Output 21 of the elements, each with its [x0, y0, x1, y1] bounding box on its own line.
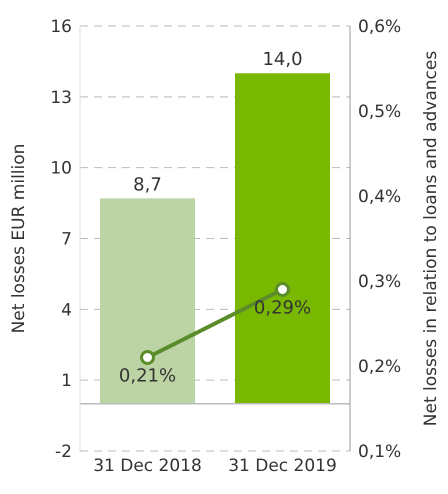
- y-tick-label: 1: [61, 371, 72, 392]
- y2-tick-label: 0,3%: [358, 272, 402, 292]
- y-tick-label: -2: [55, 442, 72, 462]
- y2-tick-label: 0,2%: [358, 357, 402, 378]
- y-tick-label: 13: [50, 88, 72, 108]
- y2-tick-label: 0,6%: [358, 17, 402, 38]
- data-label: 0,21%: [118, 366, 176, 386]
- data-label: 8,7: [133, 174, 162, 196]
- y-tick-label: 7: [61, 230, 72, 250]
- y2-axis-title: Net losses in relation to loans and advances: [421, 50, 442, 426]
- y-tick-label: 4: [61, 300, 72, 320]
- data-label: 14,0: [262, 49, 303, 70]
- data-label: 0,29%: [254, 298, 312, 318]
- y-axis-title: Net losses EUR million: [9, 144, 30, 334]
- y2-tick-label: 0,5%: [358, 102, 402, 122]
- x-tick-label: 31 Dec 2019: [228, 456, 337, 476]
- y2-tick-label: 0,1%: [358, 442, 402, 462]
- y-tick-label: 10: [50, 158, 72, 179]
- y-tick-label: 16: [50, 17, 72, 38]
- x-tick-label: 31 Dec 2018: [93, 456, 202, 476]
- y2-tick-label: 0,4%: [358, 187, 402, 208]
